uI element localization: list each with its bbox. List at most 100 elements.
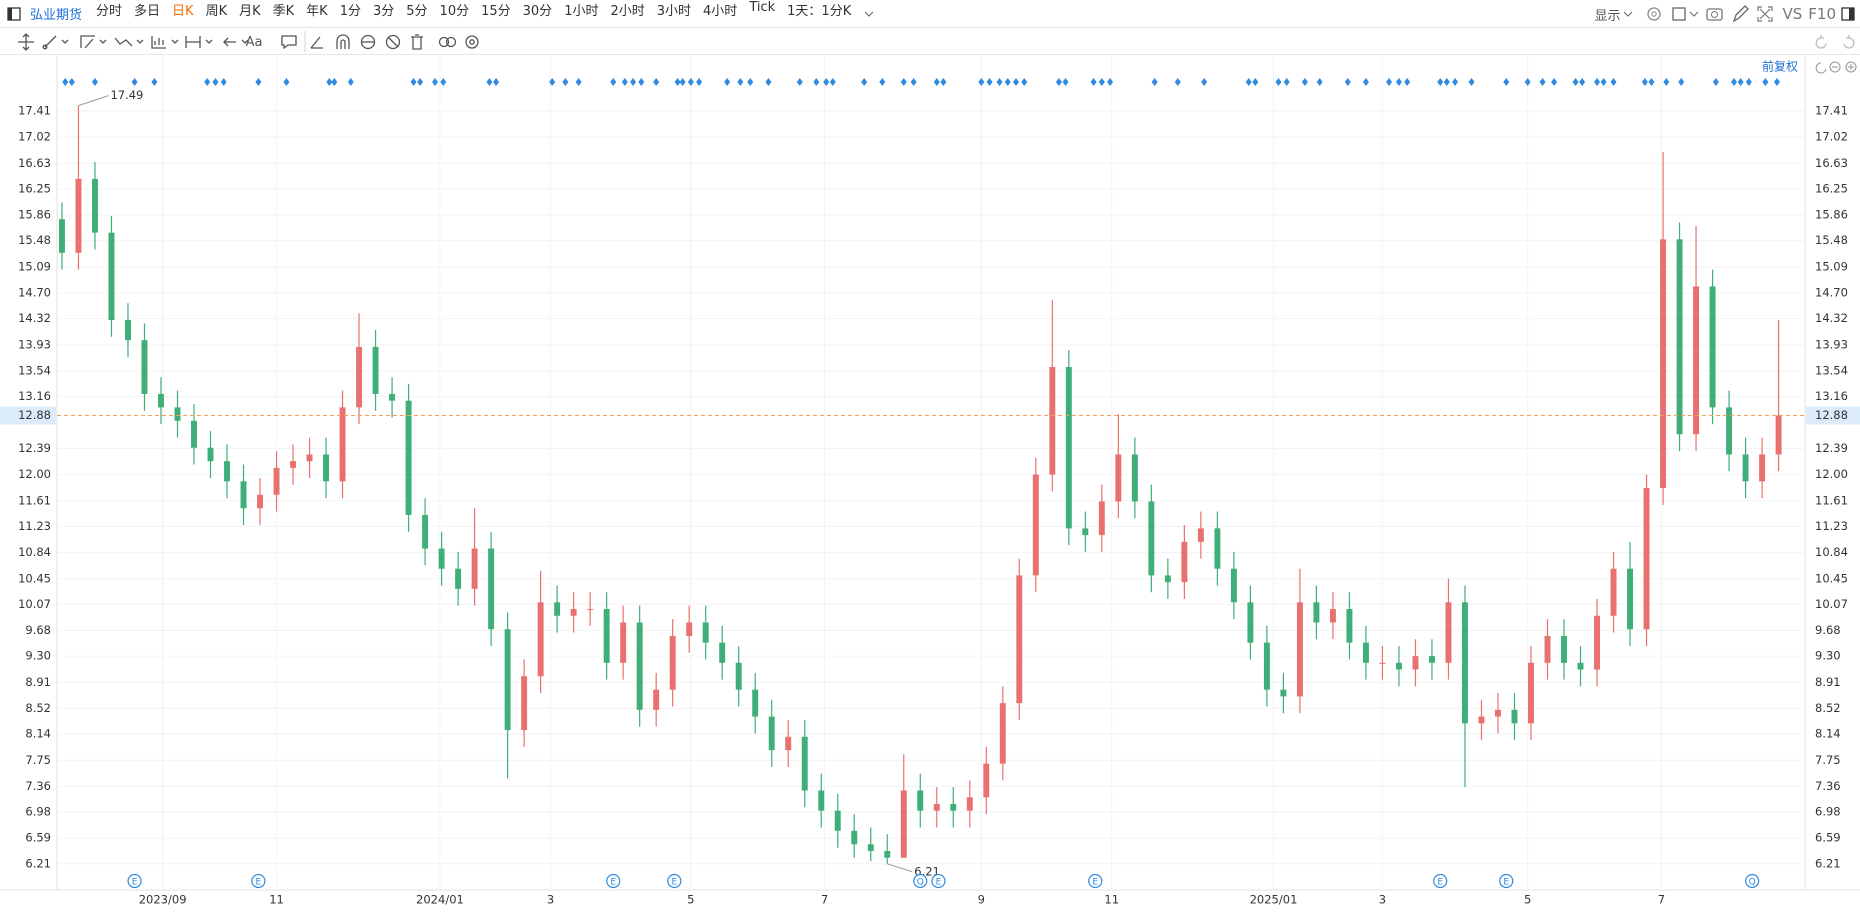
candle-body xyxy=(339,407,346,482)
line-tool[interactable] xyxy=(44,35,57,48)
candle-body xyxy=(1032,474,1039,576)
candle-body xyxy=(1131,454,1138,502)
top-marker xyxy=(986,78,993,86)
period-tab[interactable]: 3分 xyxy=(372,3,395,19)
layout-icon[interactable] xyxy=(1668,0,1702,28)
top-marker xyxy=(1362,78,1369,86)
period-tab[interactable]: 季K xyxy=(272,3,295,19)
x-tick-label: 11 xyxy=(1104,893,1119,907)
vs-button[interactable]: VS xyxy=(1782,5,1803,23)
candle-body xyxy=(537,602,544,677)
period-tab[interactable]: 10分 xyxy=(439,3,470,19)
period-tab[interactable]: 1天：1分K xyxy=(787,3,852,19)
x-tick-label: 5 xyxy=(1524,893,1531,907)
link-tool[interactable] xyxy=(438,36,450,48)
candle-body xyxy=(851,830,858,845)
period-tab[interactable]: Tick xyxy=(749,0,776,15)
y-tick-label-right: 17.41 xyxy=(1815,103,1848,117)
y-tick-label: 15.48 xyxy=(18,233,51,247)
period-tab[interactable]: 多日 xyxy=(134,3,161,19)
top-marker xyxy=(813,78,820,86)
period-tab[interactable]: 30分 xyxy=(522,3,553,19)
candle-body xyxy=(801,736,808,791)
top-marker xyxy=(1610,78,1617,86)
display-menu[interactable]: 显示 xyxy=(1594,8,1621,24)
magnet-tool[interactable] xyxy=(336,34,350,49)
minus-icon[interactable] xyxy=(1829,61,1841,73)
candle-body xyxy=(1561,635,1567,663)
text-tool[interactable]: Aa xyxy=(246,35,263,50)
candle-body xyxy=(504,629,511,731)
top-marker xyxy=(1443,78,1450,86)
period-tab[interactable]: 分时 xyxy=(96,3,123,19)
candle-body xyxy=(818,790,825,811)
hide-tool[interactable] xyxy=(385,34,401,50)
period-tab[interactable]: 月K xyxy=(239,3,261,19)
y-tick-label: 16.25 xyxy=(18,181,51,195)
event-marker xyxy=(1088,873,1103,889)
arrow-tool[interactable] xyxy=(223,37,236,47)
period-tab[interactable]: 1分 xyxy=(339,3,361,19)
symbol[interactable]: 弘业期货 xyxy=(30,8,83,23)
reset-icon[interactable] xyxy=(1815,62,1827,74)
period-tab[interactable]: 15分 xyxy=(481,3,511,19)
event-marker xyxy=(931,873,946,889)
y-tick-label-right: 13.16 xyxy=(1815,389,1848,403)
plus-icon[interactable] xyxy=(1845,61,1857,73)
candle-body xyxy=(900,790,907,858)
candle-body xyxy=(1511,709,1518,724)
period-tab[interactable]: 日K xyxy=(172,3,194,19)
config-tool[interactable] xyxy=(465,35,479,49)
top-marker xyxy=(204,78,211,86)
adjustment-mode[interactable]: 前复权 xyxy=(1762,59,1798,74)
y-tick-label: 7.75 xyxy=(25,753,51,767)
fib-tool[interactable] xyxy=(151,36,166,49)
period-tab[interactable]: 3小时 xyxy=(656,3,692,19)
candle-body xyxy=(1528,662,1534,724)
eye-tool[interactable] xyxy=(360,34,376,50)
sidebar-toggle[interactable] xyxy=(0,0,30,28)
fullscreen-icon[interactable] xyxy=(1752,0,1778,28)
y-tick-label: 15.86 xyxy=(18,208,51,222)
candle-body xyxy=(1478,716,1485,724)
period-tab[interactable]: 2小时 xyxy=(610,3,645,19)
settings-icon[interactable] xyxy=(1642,0,1668,28)
undo[interactable] xyxy=(1815,35,1827,49)
period-tab[interactable]: 5分 xyxy=(406,3,428,19)
top-marker xyxy=(1737,78,1744,86)
redo[interactable] xyxy=(1843,35,1855,49)
candle-body xyxy=(1775,415,1782,455)
candle-body xyxy=(686,622,693,636)
note-tool[interactable] xyxy=(281,35,297,50)
period-tab[interactable]: 年K xyxy=(306,3,328,19)
top-marker xyxy=(879,78,886,86)
candle-body xyxy=(1263,642,1270,690)
candle-body xyxy=(917,790,924,811)
angle-tool[interactable] xyxy=(310,36,323,49)
candle-body xyxy=(405,400,412,515)
top-marker xyxy=(1712,78,1719,86)
measure-tool[interactable] xyxy=(185,36,201,48)
pane-controls xyxy=(1815,61,1857,74)
period-tab[interactable]: 周K xyxy=(205,3,228,19)
move-tool[interactable] xyxy=(18,33,34,51)
candle-body xyxy=(1693,286,1700,435)
y-tick-label-right: 8.52 xyxy=(1815,701,1841,715)
top-marker xyxy=(823,78,830,86)
period-tab[interactable]: 1小时 xyxy=(564,3,599,19)
delete-tool[interactable] xyxy=(411,34,423,50)
pen-icon[interactable] xyxy=(1728,0,1752,28)
camera-icon[interactable] xyxy=(1702,0,1728,28)
wave-tool[interactable] xyxy=(114,37,133,47)
y-tick-label: 12.39 xyxy=(18,441,51,455)
last-price-box-right xyxy=(1806,406,1860,425)
f10-button[interactable]: F10 xyxy=(1808,5,1836,23)
candle-body xyxy=(389,393,396,401)
candle-body xyxy=(735,662,742,690)
channel-tool[interactable] xyxy=(80,35,95,49)
event-label: E xyxy=(1092,878,1098,888)
last-price-label: 12.88 xyxy=(18,408,51,422)
period-tab[interactable]: 4小时 xyxy=(703,3,738,19)
candle-body xyxy=(306,454,313,462)
panel-toggle[interactable] xyxy=(1836,0,1860,28)
